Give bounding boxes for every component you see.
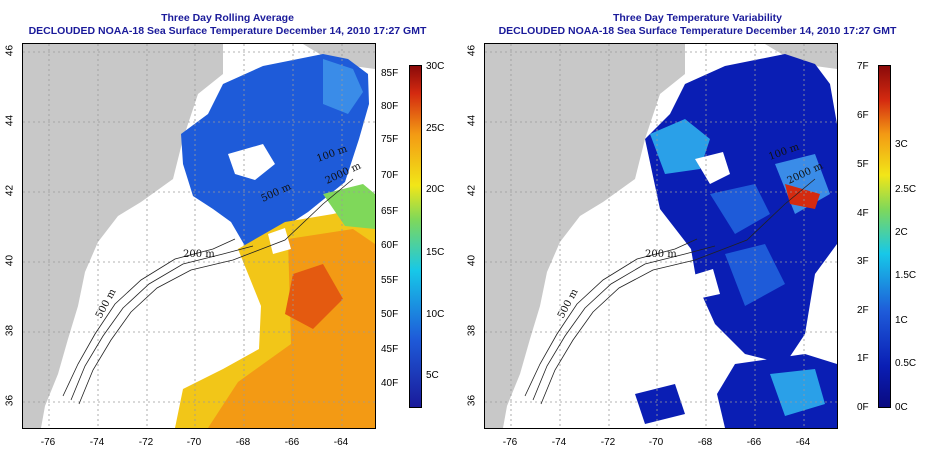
left-colorbar-f-75: 75F: [381, 134, 399, 145]
left-title: Three Day Rolling Average DECLOUDED NOAA…: [0, 12, 455, 38]
right-xtick-64: -64: [795, 437, 811, 448]
left-colorbar-f-55: 55F: [381, 275, 399, 286]
left-colorbar-c-30: 30C: [426, 61, 445, 72]
left-contour-label-200m: 200 m: [183, 249, 215, 260]
left-colorbar-f-50: 50F: [381, 309, 399, 320]
right-xtick-70: -70: [648, 437, 664, 448]
right-colorbar-c-3: 3C: [895, 139, 908, 150]
left-xtick-66: -66: [284, 437, 300, 448]
left-colorbar-f-60: 60F: [381, 240, 399, 251]
right-colorbar-f-2: 2F: [857, 305, 869, 316]
right-title-line2: DECLOUDED NOAA-18 Sea Surface Temperatur…: [498, 25, 897, 37]
left-colorbar-f-85: 85F: [381, 68, 399, 79]
right-ytick-42: 42: [466, 184, 478, 197]
right-variability-map: 200 m 500 m 2000 m 100 m: [484, 43, 838, 429]
left-xtick-64: -64: [333, 437, 349, 448]
right-ytick-40: 40: [466, 254, 478, 267]
right-ytick-44: 44: [466, 114, 478, 127]
left-colorbar-f-45: 45F: [381, 344, 399, 355]
left-colorbar-c-25: 25C: [426, 123, 445, 134]
left-ytick-40: 40: [4, 254, 16, 267]
left-colorbar-c-5: 5C: [426, 370, 439, 381]
right-colorbar: [878, 65, 891, 408]
right-colorbar-f-5: 5F: [857, 159, 869, 170]
left-ytick-42: 42: [4, 184, 16, 197]
right-colorbar-c-0: 0C: [895, 402, 908, 413]
right-colorbar-f-6: 6F: [857, 110, 869, 121]
left-xtick-68: -68: [235, 437, 251, 448]
left-ytick-36: 36: [4, 394, 16, 407]
left-xtick-72: -72: [138, 437, 154, 448]
left-xtick-74: -74: [89, 437, 105, 448]
right-xtick-72: -72: [600, 437, 616, 448]
right-colorbar-c-1: 1C: [895, 315, 908, 326]
right-ytick-38: 38: [466, 324, 478, 337]
right-colorbar-f-1: 1F: [857, 353, 869, 364]
left-title-line1: Three Day Rolling Average: [161, 12, 294, 24]
left-ytick-44: 44: [4, 114, 16, 127]
left-title-line2: DECLOUDED NOAA-18 Sea Surface Temperatur…: [28, 25, 427, 37]
left-colorbar-c-10: 10C: [426, 309, 445, 320]
left-colorbar-c-15: 15C: [426, 247, 445, 258]
right-xtick-76: -76: [502, 437, 518, 448]
right-colorbar-f-0: 0F: [857, 402, 869, 413]
right-colorbar-c-2-5: 2.5C: [895, 184, 917, 195]
right-xtick-66: -66: [746, 437, 762, 448]
left-colorbar-c-20: 20C: [426, 184, 445, 195]
right-ytick-46: 46: [466, 44, 478, 57]
right-xtick-68: -68: [697, 437, 713, 448]
right-colorbar-c-0-5: 0.5C: [895, 358, 917, 369]
left-colorbar-f-40: 40F: [381, 378, 399, 389]
right-xtick-74: -74: [551, 437, 567, 448]
left-ytick-46: 46: [4, 44, 16, 57]
left-colorbar: [409, 65, 422, 408]
right-colorbar-c-2: 2C: [895, 227, 908, 238]
left-sst-map: 200 m 500 m 2000 m 100 m 500 m: [22, 43, 376, 429]
right-title-line1: Three Day Temperature Variability: [612, 12, 783, 24]
left-colorbar-f-65: 65F: [381, 206, 399, 217]
left-xtick-76: -76: [40, 437, 56, 448]
left-colorbar-f-80: 80F: [381, 101, 399, 112]
left-xtick-70: -70: [186, 437, 202, 448]
left-colorbar-f-70: 70F: [381, 170, 399, 181]
right-ytick-36: 36: [466, 394, 478, 407]
right-contour-label-200m: 200 m: [645, 249, 677, 260]
right-colorbar-c-1-5: 1.5C: [895, 270, 917, 281]
left-ytick-38: 38: [4, 324, 16, 337]
right-colorbar-f-3: 3F: [857, 256, 869, 267]
right-colorbar-f-7: 7F: [857, 61, 869, 72]
right-title: Three Day Temperature Variability DECLOU…: [470, 12, 925, 38]
right-colorbar-f-4: 4F: [857, 208, 869, 219]
